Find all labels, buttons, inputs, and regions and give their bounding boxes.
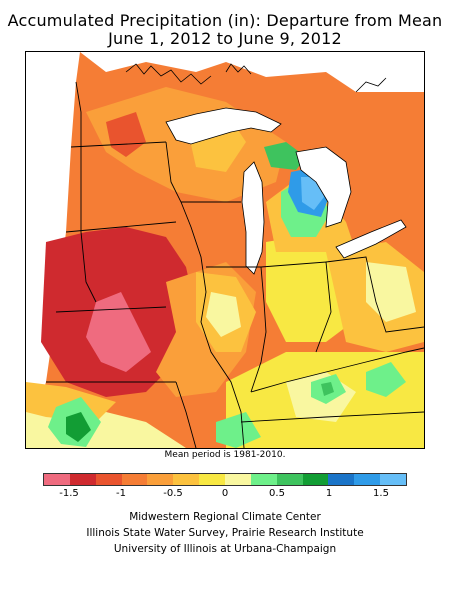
lake-huron: [295, 146, 352, 228]
credit-line-2: Illinois State Water Survey, Prairie Res…: [86, 527, 364, 539]
wet-anomalies: [48, 142, 406, 448]
region-pale-il: [206, 292, 241, 337]
legend-swatch-11: [328, 474, 355, 485]
legend-tick-label: 0.5: [269, 488, 285, 499]
region-pale-oh: [366, 262, 416, 322]
precipitation-departure-map: [25, 51, 425, 449]
region-dgreen-sw: [66, 412, 91, 442]
legend-swatch-6: [199, 474, 226, 485]
map-subtitle-date-range: June 1, 2012 to June 9, 2012: [108, 29, 342, 48]
legend-tick-label: 0: [221, 488, 229, 499]
color-legend-bar: [43, 473, 407, 486]
legend-swatch-0: [44, 474, 70, 485]
legend-tick-label: 1: [325, 488, 333, 499]
legend-swatch-1: [69, 474, 96, 485]
credit-line-3: University of Illinois at Urbana-Champai…: [113, 543, 337, 555]
legend-swatch-4: [147, 474, 174, 485]
lake-erie: [335, 219, 407, 259]
precip-regions: [26, 87, 424, 448]
lake-michigan: [241, 161, 265, 275]
legend-swatch-8: [250, 474, 277, 485]
legend-swatch-12: [354, 474, 381, 485]
region-dgreen-ky: [321, 382, 334, 396]
legend-swatch-2: [95, 474, 122, 485]
legend-swatch-10: [302, 474, 329, 485]
legend-swatch-3: [121, 474, 148, 485]
legend-tick-label: -1: [116, 488, 126, 499]
state-boundaries: [46, 81, 424, 448]
legend-swatch-9: [276, 474, 303, 485]
legend-tick-label: 1.5: [373, 488, 389, 499]
legend-tick-label: -1.5: [59, 488, 79, 499]
coastline: [125, 63, 387, 93]
lake-superior: [165, 107, 282, 145]
region-green-e: [366, 362, 406, 397]
credit-line-1: Midwestern Regional Climate Center: [129, 511, 321, 523]
legend-tick-labels: -1.5 -1 -0.5 0 0.5 1 1.5: [43, 488, 407, 502]
region-deficit-core: [86, 292, 151, 372]
region-red-mn: [106, 112, 146, 157]
legend-swatch-5: [173, 474, 200, 485]
map-title: Accumulated Precipitation (in): Departur…: [7, 11, 443, 30]
legend-swatch-13: [380, 474, 407, 485]
region-green-up: [264, 142, 306, 170]
legend-tick-label: -0.5: [163, 488, 183, 499]
outside-domain-top: [80, 52, 424, 92]
great-lakes: [165, 107, 407, 275]
region-green-s: [216, 412, 261, 448]
legend-swatch-7: [225, 474, 251, 485]
mean-period-note: Mean period is 1981-2010.: [164, 450, 286, 460]
